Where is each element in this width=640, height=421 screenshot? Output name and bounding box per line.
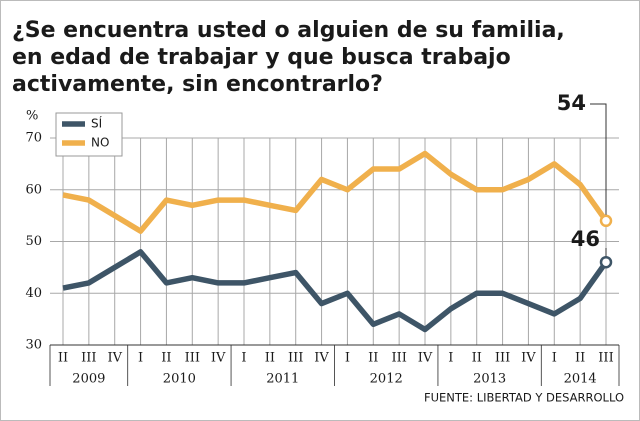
year-label: 2012	[370, 372, 403, 387]
x-tick-label: III	[598, 351, 613, 366]
x-tick-label: I	[345, 351, 350, 366]
x-tick-label: I	[448, 351, 453, 366]
end-label: 54	[557, 91, 586, 115]
end-label: 46	[571, 227, 600, 251]
y-tick-label: 30	[25, 338, 42, 353]
source: FUENTE: LIBERTAD Y DESARROLLO	[424, 391, 624, 405]
year-label: 2013	[473, 372, 506, 387]
y-axis-label: %	[26, 109, 38, 124]
x-tick-label: IV	[521, 351, 536, 366]
year-label: 2009	[72, 372, 105, 387]
end-marker	[599, 255, 613, 269]
line-series	[62, 150, 609, 234]
y-tick-label: 60	[25, 182, 42, 197]
legend-label: SÍ	[91, 116, 103, 131]
x-tick-label: II	[575, 351, 585, 366]
y-tick-label: 50	[25, 234, 42, 249]
x-tick-label: IV	[211, 351, 226, 366]
year-label: 2010	[163, 372, 196, 387]
x-tick-label: III	[185, 351, 200, 366]
callout	[590, 103, 607, 215]
line-series	[62, 249, 609, 333]
x-tick-label: IV	[107, 351, 122, 366]
x-tick-label: II	[58, 351, 68, 366]
x-tick-label: I	[552, 351, 557, 366]
x-tick-label: II	[472, 351, 482, 366]
legend	[55, 112, 123, 157]
x-tick-label: I	[241, 351, 246, 366]
end-marker	[599, 214, 613, 228]
x-tick-label: III	[288, 351, 303, 366]
year-label: 2014	[564, 372, 597, 387]
x-tick-label: II	[368, 351, 378, 366]
x-tick-label: IV	[418, 351, 433, 366]
x-tick-label: III	[81, 351, 96, 366]
x-tick-label: III	[391, 351, 406, 366]
chart-title: en edad de trabajar y que busca trabajo	[12, 45, 511, 70]
x-tick-label: IV	[314, 351, 329, 366]
chart-title: activamente, sin encontrarlo?	[12, 72, 383, 97]
x-tick-label: II	[161, 351, 171, 366]
x-tick-label: I	[138, 351, 143, 366]
x-tick-label: II	[265, 351, 275, 366]
x-tick-label: III	[495, 351, 510, 366]
chart-title: ¿Se encuentra usted o alguien de su fami…	[12, 18, 565, 43]
year-label: 2011	[266, 372, 299, 387]
y-tick-label: 70	[25, 131, 42, 146]
y-tick-label: 40	[25, 286, 42, 301]
legend-label: NO	[91, 136, 109, 150]
